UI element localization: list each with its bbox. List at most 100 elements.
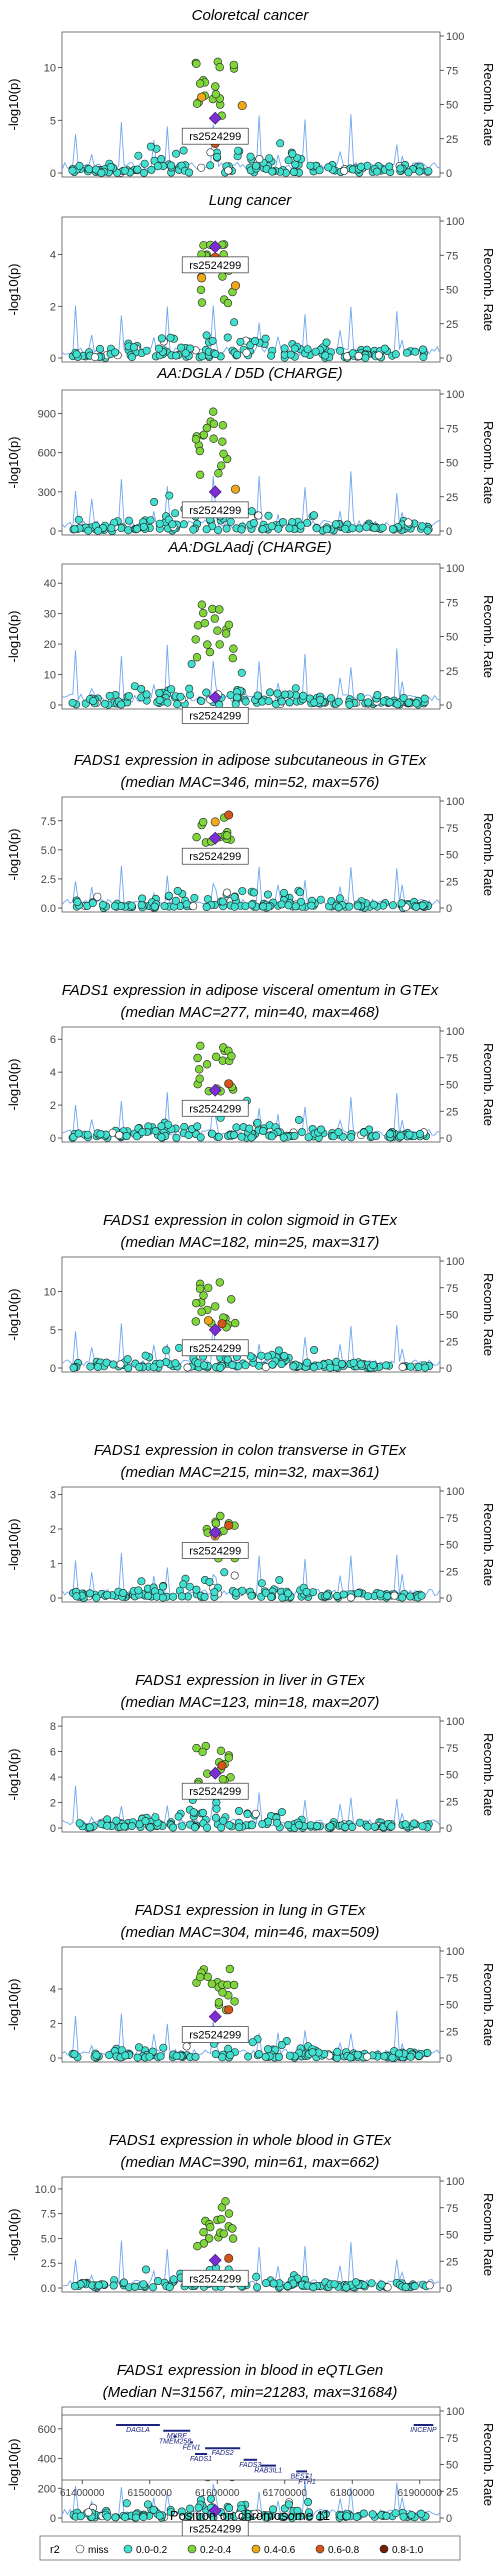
snp-point xyxy=(70,2282,79,2291)
snp-point-peak xyxy=(229,644,238,653)
snp-point xyxy=(277,1808,286,1817)
snp-point xyxy=(248,2038,257,2047)
snp-point xyxy=(137,901,146,910)
snp-point-peak xyxy=(207,1979,217,1989)
snp-point-high-ld xyxy=(224,1521,234,1531)
snp-point xyxy=(406,2052,415,2061)
snp-point xyxy=(83,1130,92,1139)
snp-point xyxy=(247,900,256,909)
snp-point-peak xyxy=(221,629,231,638)
snp-point xyxy=(417,2509,426,2518)
snp-point xyxy=(102,1358,111,1367)
snp-point xyxy=(385,162,394,171)
lead-snp-label-box xyxy=(181,256,249,274)
snp-point xyxy=(206,148,215,157)
y-tick-label: 0 xyxy=(50,2513,56,2525)
snp-point xyxy=(397,899,406,908)
snp-point xyxy=(103,2512,112,2521)
snp-point xyxy=(273,689,282,698)
snp-point xyxy=(142,346,151,355)
association-panels: Coloretcal cancer05100255075100-log10(p)… xyxy=(6,7,496,2537)
snp-point xyxy=(349,1358,358,1367)
snp-point xyxy=(76,2512,85,2521)
snp-point-peak xyxy=(197,298,207,307)
snp-point xyxy=(316,695,325,704)
snp-point xyxy=(265,154,274,163)
snp-point xyxy=(124,692,133,701)
snp-point xyxy=(75,161,84,170)
y-tick-label: 30 xyxy=(44,609,56,621)
y-tick-label: 600 xyxy=(38,2424,56,2436)
snp-point xyxy=(186,2504,195,2513)
lead-snp-label-box xyxy=(181,707,249,724)
snp-point xyxy=(417,1591,426,1600)
snp-point xyxy=(412,699,421,708)
snp-point xyxy=(288,2513,297,2522)
snp-point xyxy=(198,352,207,361)
snp-point-peak xyxy=(191,435,201,444)
y-tick-label: 2.5 xyxy=(41,874,56,886)
snp-point xyxy=(353,2050,362,2059)
snp-point xyxy=(289,168,298,177)
snp-point xyxy=(193,1122,202,1131)
snp-point xyxy=(211,1813,220,1822)
snp-point xyxy=(93,1363,102,1372)
snp-point xyxy=(424,167,433,176)
lead-snp-label: rs2524299 xyxy=(189,1786,241,1798)
snp-point-peak xyxy=(197,600,207,609)
snp-point xyxy=(388,525,397,534)
snp-point xyxy=(252,2272,261,2281)
snp-point xyxy=(247,1591,256,1600)
snp-point xyxy=(321,351,330,360)
snp-point xyxy=(164,891,173,900)
snp-point xyxy=(85,1823,94,1832)
snp-point xyxy=(246,1352,255,1361)
snp-point xyxy=(396,1132,405,1141)
snp-point-peak xyxy=(200,618,210,628)
snp-point xyxy=(189,1808,198,1817)
snp-point xyxy=(134,151,143,160)
snp-point xyxy=(218,897,227,906)
snp-point xyxy=(96,1130,105,1139)
snp-point xyxy=(92,1593,101,1602)
snp-point xyxy=(405,1130,414,1139)
y-tick-label: 2 xyxy=(50,301,56,313)
snp-point xyxy=(363,1592,372,1601)
legend-swatch xyxy=(187,2544,197,2554)
snp-point xyxy=(333,2047,342,2056)
snp-point xyxy=(185,1582,194,1591)
lead-snp-label: rs2524299 xyxy=(189,1103,241,1115)
snp-point xyxy=(411,347,420,356)
snp-point xyxy=(347,1133,356,1142)
recomb-tick-label: 75 xyxy=(446,1513,458,1525)
snp-point xyxy=(172,149,181,158)
snp-point-peak xyxy=(195,446,205,456)
snp-point xyxy=(241,697,250,706)
snp-point xyxy=(241,1361,250,1370)
snp-point xyxy=(277,900,286,909)
recomb-tick-label: 25 xyxy=(446,2486,458,2498)
panel-title: FADS1 expression in whole blood in GTEx xyxy=(109,2132,392,2149)
snp-point xyxy=(291,902,300,911)
snp-point xyxy=(340,166,349,175)
panel-title: (median MAC=123, min=18, max=207) xyxy=(121,1694,380,1711)
recomb-tick-label: 50 xyxy=(446,2000,458,2012)
panel-2: Lung cancer 0 2 4 0 25 50 75 100 -log10(p) Recomb.… xyxy=(6,192,496,365)
snp-point xyxy=(331,520,340,529)
y-tick-label: 10 xyxy=(44,670,56,682)
snp-point xyxy=(380,2052,389,2061)
snp-point xyxy=(265,688,274,697)
snp-point xyxy=(284,156,293,165)
snp-point xyxy=(110,902,119,911)
snp-point-peak xyxy=(224,2209,234,2218)
snp-point xyxy=(191,2052,200,2061)
recomb-axis-label: Recomb. Rate xyxy=(481,2193,496,2276)
snp-point-high-ld xyxy=(210,817,220,827)
lead-snp-label: rs2524299 xyxy=(189,260,241,272)
snp-point xyxy=(138,894,147,903)
snp-point xyxy=(244,2052,253,2061)
snp-point-peak xyxy=(211,1052,221,1062)
gene-label: MYRF xyxy=(167,2433,188,2440)
snp-point xyxy=(214,526,223,535)
